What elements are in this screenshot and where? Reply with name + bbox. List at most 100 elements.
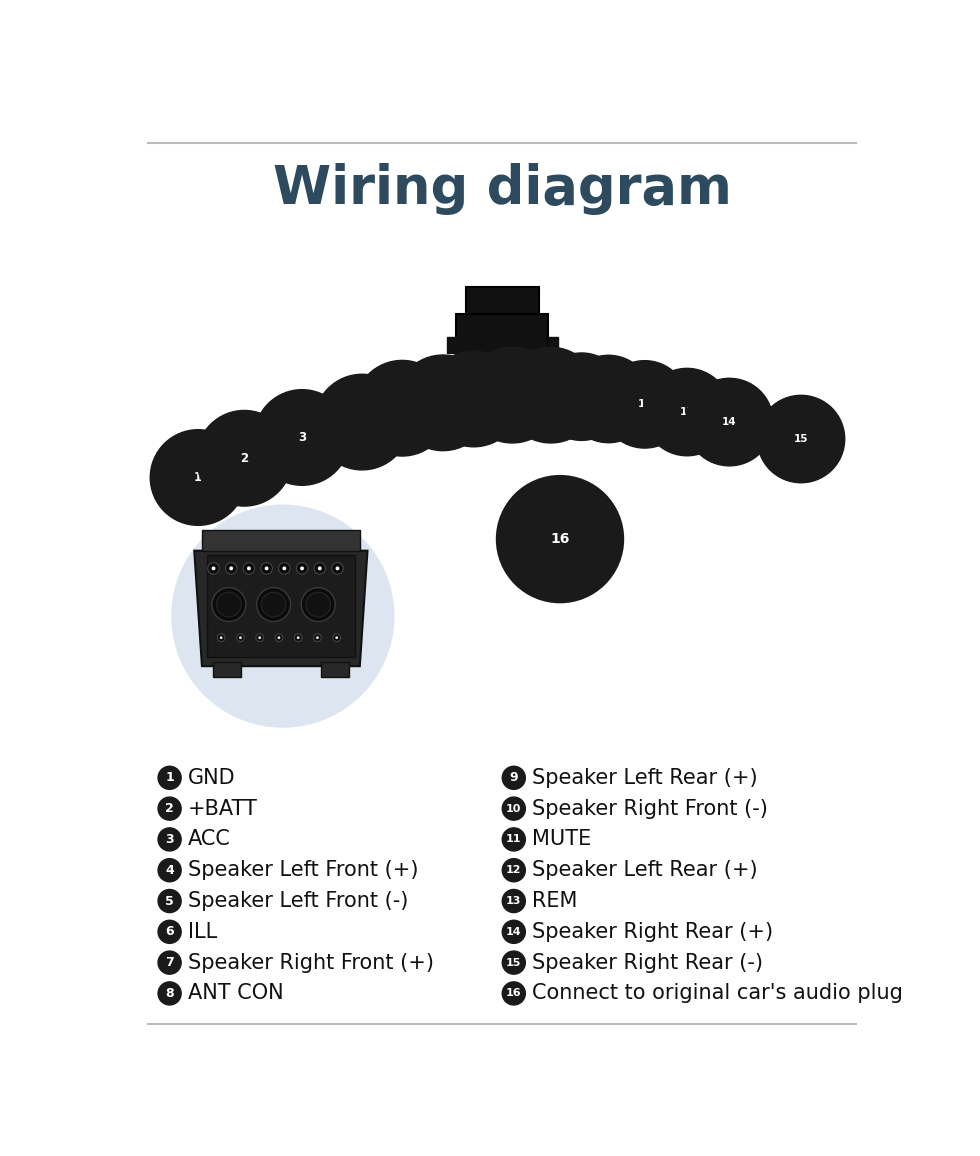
Text: Speaker Right Front (+): Speaker Right Front (+)	[188, 953, 434, 972]
FancyBboxPatch shape	[463, 402, 542, 425]
Circle shape	[502, 828, 525, 851]
Circle shape	[158, 859, 181, 882]
Text: 12: 12	[637, 399, 652, 409]
Text: 8: 8	[166, 987, 173, 1000]
Circle shape	[331, 563, 343, 575]
Circle shape	[278, 563, 290, 575]
Circle shape	[243, 563, 255, 575]
Text: 11: 11	[602, 394, 615, 403]
Circle shape	[502, 981, 525, 1005]
Circle shape	[158, 828, 181, 851]
Circle shape	[294, 633, 302, 642]
Text: 2: 2	[240, 452, 248, 465]
Circle shape	[314, 633, 321, 642]
Circle shape	[256, 633, 264, 642]
Text: 16: 16	[551, 532, 569, 546]
Text: GND: GND	[188, 768, 236, 788]
Circle shape	[262, 592, 286, 617]
Circle shape	[158, 951, 181, 975]
Circle shape	[229, 566, 233, 570]
Text: Speaker Left Rear (+): Speaker Left Rear (+)	[532, 768, 758, 788]
Circle shape	[335, 566, 339, 570]
Text: 11: 11	[506, 835, 521, 844]
Text: Speaker Left Front (+): Speaker Left Front (+)	[188, 860, 418, 880]
Text: 14: 14	[722, 417, 737, 427]
Text: 7: 7	[469, 393, 478, 406]
Text: 5: 5	[166, 895, 174, 907]
Circle shape	[306, 592, 330, 617]
Text: 3: 3	[298, 431, 306, 444]
Circle shape	[158, 920, 181, 943]
Text: 12: 12	[506, 865, 521, 875]
Circle shape	[333, 633, 341, 642]
Text: Speaker Left Rear (+): Speaker Left Rear (+)	[532, 860, 758, 880]
Text: 10: 10	[574, 392, 589, 401]
Circle shape	[314, 563, 325, 575]
Text: ANT CON: ANT CON	[188, 984, 284, 1003]
Circle shape	[220, 636, 222, 639]
Circle shape	[300, 566, 304, 570]
Circle shape	[247, 566, 251, 570]
Text: 1: 1	[166, 771, 174, 784]
FancyBboxPatch shape	[447, 364, 456, 379]
Text: Wiring diagram: Wiring diagram	[272, 163, 732, 215]
Text: 16: 16	[506, 988, 521, 999]
Circle shape	[502, 798, 525, 820]
FancyBboxPatch shape	[549, 338, 558, 353]
Circle shape	[236, 633, 244, 642]
FancyBboxPatch shape	[466, 288, 539, 314]
Circle shape	[502, 889, 525, 912]
Circle shape	[172, 504, 395, 728]
Circle shape	[275, 633, 283, 642]
Circle shape	[259, 636, 261, 639]
Circle shape	[225, 563, 237, 575]
Text: Speaker Left Front (-): Speaker Left Front (-)	[188, 891, 409, 911]
Text: 8: 8	[509, 388, 516, 401]
FancyBboxPatch shape	[549, 391, 558, 407]
Text: 9: 9	[510, 771, 518, 784]
FancyBboxPatch shape	[456, 314, 549, 430]
Circle shape	[502, 920, 525, 943]
Text: Connect to original car's audio plug: Connect to original car's audio plug	[532, 984, 904, 1003]
Circle shape	[502, 951, 525, 975]
Text: Speaker Right Rear (+): Speaker Right Rear (+)	[532, 921, 773, 942]
FancyBboxPatch shape	[213, 661, 241, 677]
FancyBboxPatch shape	[447, 338, 456, 353]
Text: 3: 3	[166, 833, 173, 846]
Text: Speaker Right Front (-): Speaker Right Front (-)	[532, 799, 768, 818]
Circle shape	[277, 636, 280, 639]
Text: 15: 15	[506, 957, 521, 968]
FancyBboxPatch shape	[447, 391, 456, 407]
Circle shape	[265, 566, 269, 570]
Text: 9: 9	[547, 388, 555, 401]
Circle shape	[158, 798, 181, 820]
Text: 10: 10	[506, 803, 521, 814]
Circle shape	[212, 587, 246, 622]
Circle shape	[218, 633, 225, 642]
Text: REM: REM	[532, 891, 577, 911]
Text: 7: 7	[166, 956, 174, 969]
Text: 13: 13	[506, 896, 521, 906]
Circle shape	[261, 563, 272, 575]
Circle shape	[208, 563, 220, 575]
Text: +BATT: +BATT	[188, 799, 258, 818]
Text: 6: 6	[166, 925, 173, 939]
Circle shape	[217, 592, 241, 617]
FancyBboxPatch shape	[207, 555, 355, 657]
FancyBboxPatch shape	[549, 364, 558, 379]
Circle shape	[282, 566, 286, 570]
Circle shape	[158, 766, 181, 790]
Circle shape	[335, 636, 338, 639]
Circle shape	[317, 636, 318, 639]
Text: Speaker Right Rear (-): Speaker Right Rear (-)	[532, 953, 763, 972]
Circle shape	[239, 636, 242, 639]
Text: 2: 2	[166, 802, 174, 815]
Text: ILL: ILL	[188, 921, 218, 942]
Text: 13: 13	[680, 407, 694, 417]
Text: 14: 14	[506, 927, 521, 936]
Text: ACC: ACC	[188, 829, 231, 850]
Circle shape	[296, 563, 308, 575]
Text: 5: 5	[398, 402, 407, 415]
FancyBboxPatch shape	[320, 661, 349, 677]
Text: 4: 4	[358, 415, 367, 429]
